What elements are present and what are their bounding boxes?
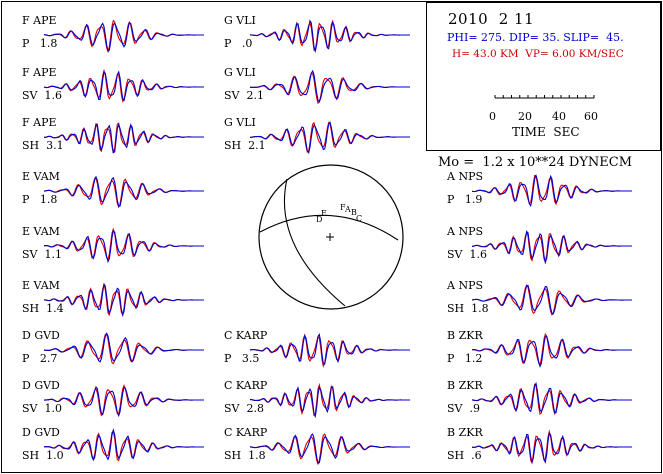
synthetic-trace: [44, 333, 204, 365]
panel-component-label: SH .6: [447, 449, 482, 462]
event-info-box: [426, 2, 661, 151]
observed-trace: [471, 381, 632, 414]
observed-trace: [249, 385, 410, 419]
observed-trace: [43, 229, 204, 264]
observed-trace: [249, 69, 410, 103]
observed-trace: [471, 335, 632, 368]
panel-station-label: A NPS: [447, 279, 484, 292]
panel-station-label: D GVD: [22, 426, 60, 439]
observed-trace: [43, 175, 204, 207]
panel-component-label: SV 1.6: [447, 248, 487, 261]
panel-station-label: C KARP: [224, 426, 268, 439]
panel-component-label: P .0: [224, 37, 253, 50]
time-tick-40: 40: [552, 110, 566, 123]
panel-component-label: P 1.8: [22, 37, 58, 50]
panel-component-label: P 2.7: [22, 352, 58, 365]
synthetic-trace: [44, 122, 204, 154]
synthetic-trace: [249, 333, 410, 368]
panel-component-label: P 1.8: [22, 193, 58, 206]
observed-trace: [471, 432, 632, 464]
panel-station-label: G VLI: [224, 14, 256, 27]
panel-component-label: SH 1.0: [22, 449, 64, 462]
beachball-station-d: D: [316, 215, 323, 224]
beachball-station-c: C: [356, 214, 363, 223]
panel-component-label: SV 1.6: [22, 89, 62, 102]
nodal-plane-2: [259, 214, 399, 241]
panel-station-label: D GVD: [22, 329, 60, 342]
observed-trace: [249, 333, 410, 365]
panel-component-label: SH 1.4: [22, 302, 64, 315]
observed-trace: [43, 70, 204, 102]
panel-station-label: E VAM: [22, 225, 60, 238]
time-tick-0: 0: [489, 110, 496, 123]
panel-station-label: B ZKR: [447, 329, 483, 342]
panel-station-label: E VAM: [22, 279, 60, 292]
panel-station-label: D GVD: [22, 379, 60, 392]
synthetic-trace: [471, 230, 632, 264]
observed-trace: [44, 428, 204, 462]
time-tick-60: 60: [584, 110, 598, 123]
panel-component-label: SH 3.1: [22, 139, 64, 152]
depth-velocity: H= 43.0 KM VP= 6.00 KM/SEC: [452, 48, 624, 60]
panel-station-label: G VLI: [224, 66, 256, 79]
observed-trace: [43, 123, 204, 154]
observed-trace: [249, 121, 410, 154]
seismic-moment: Mo = 1.2 x 10**24 DYNECM: [438, 155, 633, 170]
panel-station-label: A NPS: [447, 225, 484, 238]
time-tick-20: 20: [518, 110, 532, 123]
panel-station-label: C KARP: [224, 379, 268, 392]
beachball-station-e: E: [321, 209, 327, 218]
beachball-station-f: F: [340, 203, 346, 212]
event-date: 2010 2 11: [448, 10, 535, 28]
panel-station-label: F APE: [22, 14, 57, 27]
beachball-station-a: A: [345, 205, 351, 214]
observed-trace: [471, 284, 632, 315]
panel-component-label: SH 1.8: [224, 449, 266, 462]
panel-station-label: C KARP: [224, 329, 268, 342]
panel-station-label: G VLI: [224, 116, 256, 129]
panel-component-label: P 3.5: [224, 352, 260, 365]
mechanism-parameters: PHI= 275. DIP= 35. SLIP= 45.: [447, 31, 624, 44]
nodal-plane-1: [283, 178, 346, 307]
synthetic-trace: [43, 227, 204, 261]
observed-trace: [249, 19, 410, 53]
panel-station-label: B ZKR: [447, 379, 483, 392]
beachball-station-b: B: [351, 208, 357, 217]
observed-trace: [43, 22, 204, 53]
observed-trace: [471, 230, 632, 265]
observed-trace: [43, 385, 204, 418]
panel-station-label: F APE: [22, 66, 57, 79]
panel-component-label: P 1.2: [447, 352, 483, 365]
panel-station-label: A NPS: [447, 170, 484, 183]
panel-station-label: F APE: [22, 116, 57, 129]
panel-component-label: SV 2.1: [224, 89, 264, 102]
focal-sphere: [258, 164, 404, 310]
panel-component-label: SV 1.1: [22, 248, 62, 261]
panel-component-label: SV .9: [447, 402, 480, 415]
observed-trace: [43, 332, 204, 363]
panel-component-label: SV 2.8: [224, 402, 264, 415]
observed-trace: [471, 174, 632, 208]
panel-component-label: SV 1.0: [22, 402, 62, 415]
panel-station-label: B ZKR: [447, 426, 483, 439]
time-scale-label: TIME SEC: [512, 125, 580, 139]
panel-station-label: E VAM: [22, 170, 60, 183]
panel-component-label: SH 1.8: [447, 302, 489, 315]
panel-component-label: P 1.9: [447, 193, 483, 206]
observed-trace: [43, 282, 204, 318]
synthetic-trace: [43, 177, 204, 209]
panel-component-label: SH 2.1: [224, 139, 266, 152]
observed-trace: [249, 433, 410, 464]
